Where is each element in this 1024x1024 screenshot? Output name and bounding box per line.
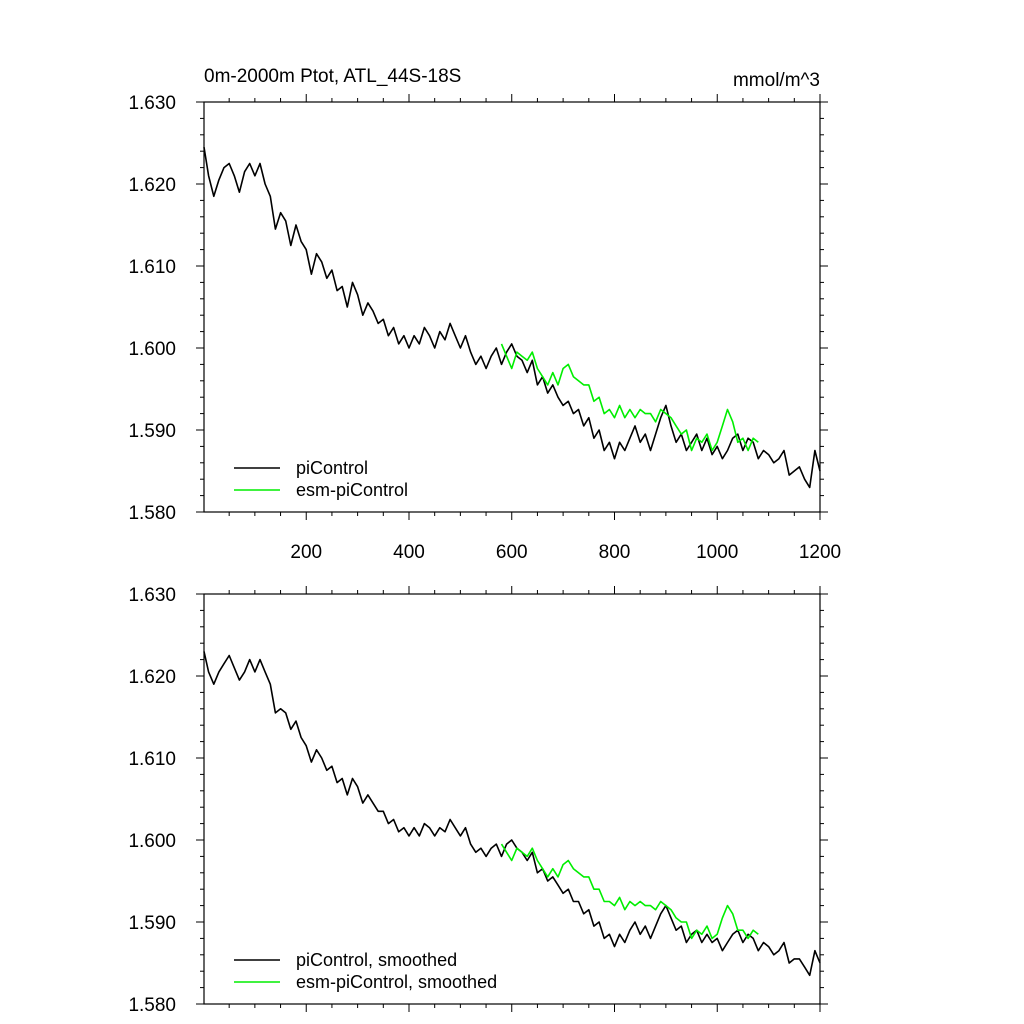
y-tick-label: 1.620 xyxy=(128,175,176,196)
y-tick-label: 1.630 xyxy=(128,585,176,606)
top-panel-raw: 1.580 1.590 1.600 1.610 1.620 1.630 200 400 600 8… xyxy=(128,93,841,563)
figure-title: 0m-2000m Ptot, ATL_44S-18S xyxy=(204,66,461,87)
y-tick-label: 1.590 xyxy=(128,913,176,934)
series-line-esm-picontrol xyxy=(500,343,759,452)
y-tick-label: 1.590 xyxy=(128,421,176,442)
x-tick-label: 400 xyxy=(393,542,425,563)
legend-label: piControl, smoothed xyxy=(296,950,457,970)
x-tick-label: 1200 xyxy=(799,542,841,563)
legend-label: piControl xyxy=(296,458,368,478)
x-tick-label: 1000 xyxy=(696,542,738,563)
bottom-panel-smoothed: 1.580 1.590 1.600 1.610 1.620 1.630 piControl,… xyxy=(128,585,828,1016)
series-line-picontrol xyxy=(203,146,821,489)
x-tick-label: 800 xyxy=(599,542,631,563)
y-tick-label: 1.600 xyxy=(128,831,176,852)
units-label: mmol/m^3 xyxy=(733,70,820,91)
y-tick-label: 1.610 xyxy=(128,257,176,278)
y-tick-label: 1.580 xyxy=(128,503,176,524)
x-tick-label: 200 xyxy=(290,542,322,563)
y-tick-label: 1.630 xyxy=(128,93,176,114)
series-line-esm-picontrol-smoothed xyxy=(500,843,759,940)
y-tick-label: 1.600 xyxy=(128,339,176,360)
y-tick-label: 1.580 xyxy=(128,995,176,1016)
legend-label: esm-piControl xyxy=(296,480,408,500)
y-tick-label: 1.610 xyxy=(128,749,176,770)
y-tick-label: 1.620 xyxy=(128,667,176,688)
legend-label: esm-piControl, smoothed xyxy=(296,972,497,992)
series-line-picontrol-smoothed xyxy=(203,651,821,977)
x-tick-label: 600 xyxy=(496,542,528,563)
